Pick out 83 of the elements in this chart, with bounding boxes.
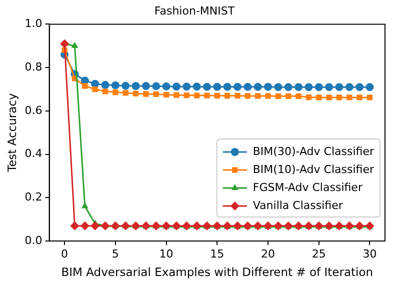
point	[142, 82, 150, 90]
point	[184, 92, 190, 98]
point	[71, 42, 78, 48]
point	[101, 80, 110, 89]
point	[100, 221, 110, 230]
point	[122, 82, 130, 90]
point	[204, 92, 210, 98]
point	[122, 90, 128, 96]
point	[234, 92, 240, 99]
x-tick-label: 5	[112, 247, 119, 260]
point	[82, 83, 88, 89]
point	[294, 83, 303, 92]
point	[345, 83, 354, 92]
point	[264, 82, 272, 91]
point	[244, 82, 252, 91]
point	[336, 94, 342, 100]
point	[254, 82, 262, 91]
point	[244, 93, 250, 99]
x-tick-label: 30	[362, 247, 377, 260]
y-tick-label: 0.4	[24, 147, 42, 160]
point	[81, 202, 88, 208]
point	[255, 93, 261, 99]
x-tick-label: 10	[159, 247, 174, 260]
point	[202, 82, 211, 91]
x-tick-label: 25	[312, 247, 326, 260]
point	[143, 91, 149, 97]
point	[304, 83, 313, 92]
point	[224, 92, 230, 99]
legend-label: BIM(30)-Adv Classifier	[252, 144, 374, 158]
legend-label: FGSM-Adv Classifier	[252, 180, 363, 194]
x-tick-label: 0	[61, 247, 68, 260]
point	[233, 82, 242, 91]
point	[356, 94, 362, 100]
legend-label: Vanilla Classifier	[252, 198, 344, 212]
point	[284, 83, 292, 92]
point	[60, 39, 70, 48]
point	[102, 88, 108, 94]
point	[275, 93, 282, 100]
point	[296, 93, 302, 100]
point	[111, 81, 120, 90]
point	[366, 83, 374, 92]
point	[223, 82, 232, 91]
x-axis-title: BIM Adversarial Examples with Different # of Iteration	[61, 265, 374, 280]
point	[335, 83, 344, 92]
point	[356, 83, 364, 92]
point	[152, 82, 160, 90]
point	[325, 83, 334, 92]
point	[182, 82, 191, 91]
point	[132, 82, 140, 90]
point	[192, 82, 201, 91]
y-tick-label: 0.2	[24, 190, 42, 204]
point	[265, 93, 271, 99]
point	[80, 221, 90, 230]
point	[213, 82, 222, 91]
point	[366, 94, 373, 100]
point	[172, 82, 180, 91]
point	[306, 94, 312, 100]
point	[174, 92, 180, 98]
point	[163, 92, 170, 98]
point	[286, 93, 292, 100]
point	[214, 92, 220, 99]
y-tick-label: 0.8	[24, 60, 42, 74]
point	[274, 83, 282, 92]
point	[90, 221, 100, 230]
point	[70, 221, 80, 230]
y-axis-title: Test Accuracy	[4, 93, 19, 174]
point	[162, 82, 170, 90]
point	[132, 90, 139, 96]
y-tick-label: 0.0	[24, 234, 42, 247]
point	[346, 94, 352, 100]
legend-label: BIM(10)-Adv Classifier	[252, 162, 374, 176]
point	[92, 86, 98, 92]
y-tick-label: 1.0	[24, 17, 42, 30]
y-tick-label: 0.6	[24, 104, 42, 117]
point	[112, 89, 118, 96]
point	[314, 83, 323, 92]
x-tick-label: 15	[210, 247, 224, 260]
x-tick-label: 20	[261, 247, 276, 260]
point	[153, 91, 159, 98]
point	[194, 92, 200, 98]
chart-title: Fashion-MNIST	[154, 4, 235, 18]
point	[326, 94, 332, 100]
point	[316, 94, 322, 100]
